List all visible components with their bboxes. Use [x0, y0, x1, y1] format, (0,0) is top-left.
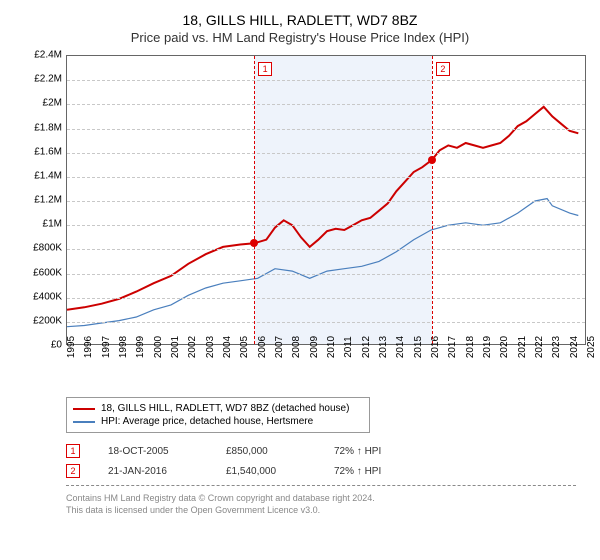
- x-tick-label: 1998: [118, 336, 129, 358]
- x-tick-label: 2021: [517, 336, 528, 358]
- x-tick-label: 1999: [135, 336, 146, 358]
- sale-price: £1,540,000: [226, 466, 306, 477]
- y-tick-label: £0: [51, 340, 62, 351]
- y-gridline: [67, 153, 585, 154]
- y-gridline: [67, 322, 585, 323]
- x-tick-label: 2002: [187, 336, 198, 358]
- legend: 18, GILLS HILL, RADLETT, WD7 8BZ (detach…: [66, 397, 370, 433]
- attrib-line-2: This data is licensed under the Open Gov…: [66, 505, 320, 515]
- divider: [66, 485, 576, 486]
- x-tick-label: 2013: [378, 336, 389, 358]
- y-tick-label: £2.2M: [34, 74, 62, 85]
- sale-marker-label: 2: [436, 62, 450, 76]
- legend-item: 18, GILLS HILL, RADLETT, WD7 8BZ (detach…: [73, 402, 363, 415]
- x-tick-label: 2016: [430, 336, 441, 358]
- y-gridline: [67, 298, 585, 299]
- x-tick-label: 2011: [343, 336, 354, 358]
- sale-index: 2: [66, 464, 80, 478]
- x-tick-label: 1997: [101, 336, 112, 358]
- x-tick-label: 2000: [153, 336, 164, 358]
- x-tick-label: 1996: [83, 336, 94, 358]
- sale-point: [428, 156, 436, 164]
- y-tick-label: £400K: [33, 291, 62, 302]
- sale-point: [250, 239, 258, 247]
- y-gridline: [67, 225, 585, 226]
- x-tick-label: 2014: [395, 336, 406, 358]
- series-property: [67, 107, 578, 310]
- chart-title: 18, GILLS HILL, RADLETT, WD7 8BZ: [24, 12, 576, 28]
- sale-row: 1 18-OCT-2005 £850,000 72% ↑ HPI: [66, 441, 576, 461]
- y-tick-label: £800K: [33, 243, 62, 254]
- attrib-line-1: Contains HM Land Registry data © Crown c…: [66, 493, 375, 503]
- legend-label: 18, GILLS HILL, RADLETT, WD7 8BZ (detach…: [101, 403, 349, 414]
- x-tick-label: 2017: [447, 336, 458, 358]
- y-tick-label: £1.6M: [34, 146, 62, 157]
- x-tick-label: 2022: [534, 336, 545, 358]
- sale-price: £850,000: [226, 446, 306, 457]
- y-tick-label: £1.8M: [34, 122, 62, 133]
- y-gridline: [67, 249, 585, 250]
- attribution: Contains HM Land Registry data © Crown c…: [66, 492, 576, 516]
- x-tick-label: 2009: [309, 336, 320, 358]
- sale-date: 18-OCT-2005: [108, 446, 198, 457]
- y-gridline: [67, 129, 585, 130]
- y-tick-label: £1M: [43, 219, 62, 230]
- x-tick-label: 2018: [465, 336, 476, 358]
- sale-index: 1: [66, 444, 80, 458]
- plot-area: 12: [66, 55, 586, 345]
- y-gridline: [67, 177, 585, 178]
- x-tick-label: 2007: [274, 336, 285, 358]
- legend-label: HPI: Average price, detached house, Hert…: [101, 416, 313, 427]
- sale-date: 21-JAN-2016: [108, 466, 198, 477]
- sale-marker-label: 1: [258, 62, 272, 76]
- chart: 12 £0£200K£400K£600K£800K£1M£1.2M£1.4M£1…: [66, 55, 586, 365]
- sale-note: 72% ↑ HPI: [334, 446, 381, 457]
- sale-row: 2 21-JAN-2016 £1,540,000 72% ↑ HPI: [66, 461, 576, 481]
- x-tick-label: 2001: [170, 336, 181, 358]
- y-gridline: [67, 274, 585, 275]
- y-gridline: [67, 80, 585, 81]
- y-gridline: [67, 201, 585, 202]
- x-tick-label: 2008: [291, 336, 302, 358]
- sale-marker-line: [254, 56, 255, 344]
- y-tick-label: £600K: [33, 267, 62, 278]
- x-tick-label: 2020: [499, 336, 510, 358]
- x-tick-label: 2005: [239, 336, 250, 358]
- legend-item: HPI: Average price, detached house, Hert…: [73, 415, 363, 428]
- x-tick-label: 2015: [413, 336, 424, 358]
- sale-marker-line: [432, 56, 433, 344]
- chart-subtitle: Price paid vs. HM Land Registry's House …: [24, 30, 576, 45]
- x-tick-label: 2003: [205, 336, 216, 358]
- x-tick-label: 2004: [222, 336, 233, 358]
- x-tick-label: 2012: [361, 336, 372, 358]
- x-tick-label: 2025: [586, 336, 597, 358]
- legend-swatch: [73, 408, 95, 410]
- y-tick-label: £2.4M: [34, 50, 62, 61]
- y-tick-label: £2M: [43, 98, 62, 109]
- x-tick-label: 2019: [482, 336, 493, 358]
- y-tick-label: £1.4M: [34, 170, 62, 181]
- y-tick-label: £1.2M: [34, 195, 62, 206]
- sales-table: 1 18-OCT-2005 £850,000 72% ↑ HPI 2 21-JAN-201…: [66, 441, 576, 481]
- series-hpi: [67, 199, 578, 327]
- legend-swatch: [73, 421, 95, 423]
- y-gridline: [67, 104, 585, 105]
- x-tick-label: 2023: [551, 336, 562, 358]
- sale-note: 72% ↑ HPI: [334, 466, 381, 477]
- x-tick-label: 1995: [66, 336, 77, 358]
- x-tick-label: 2006: [257, 336, 268, 358]
- y-tick-label: £200K: [33, 315, 62, 326]
- x-tick-label: 2010: [326, 336, 337, 358]
- x-tick-label: 2024: [569, 336, 580, 358]
